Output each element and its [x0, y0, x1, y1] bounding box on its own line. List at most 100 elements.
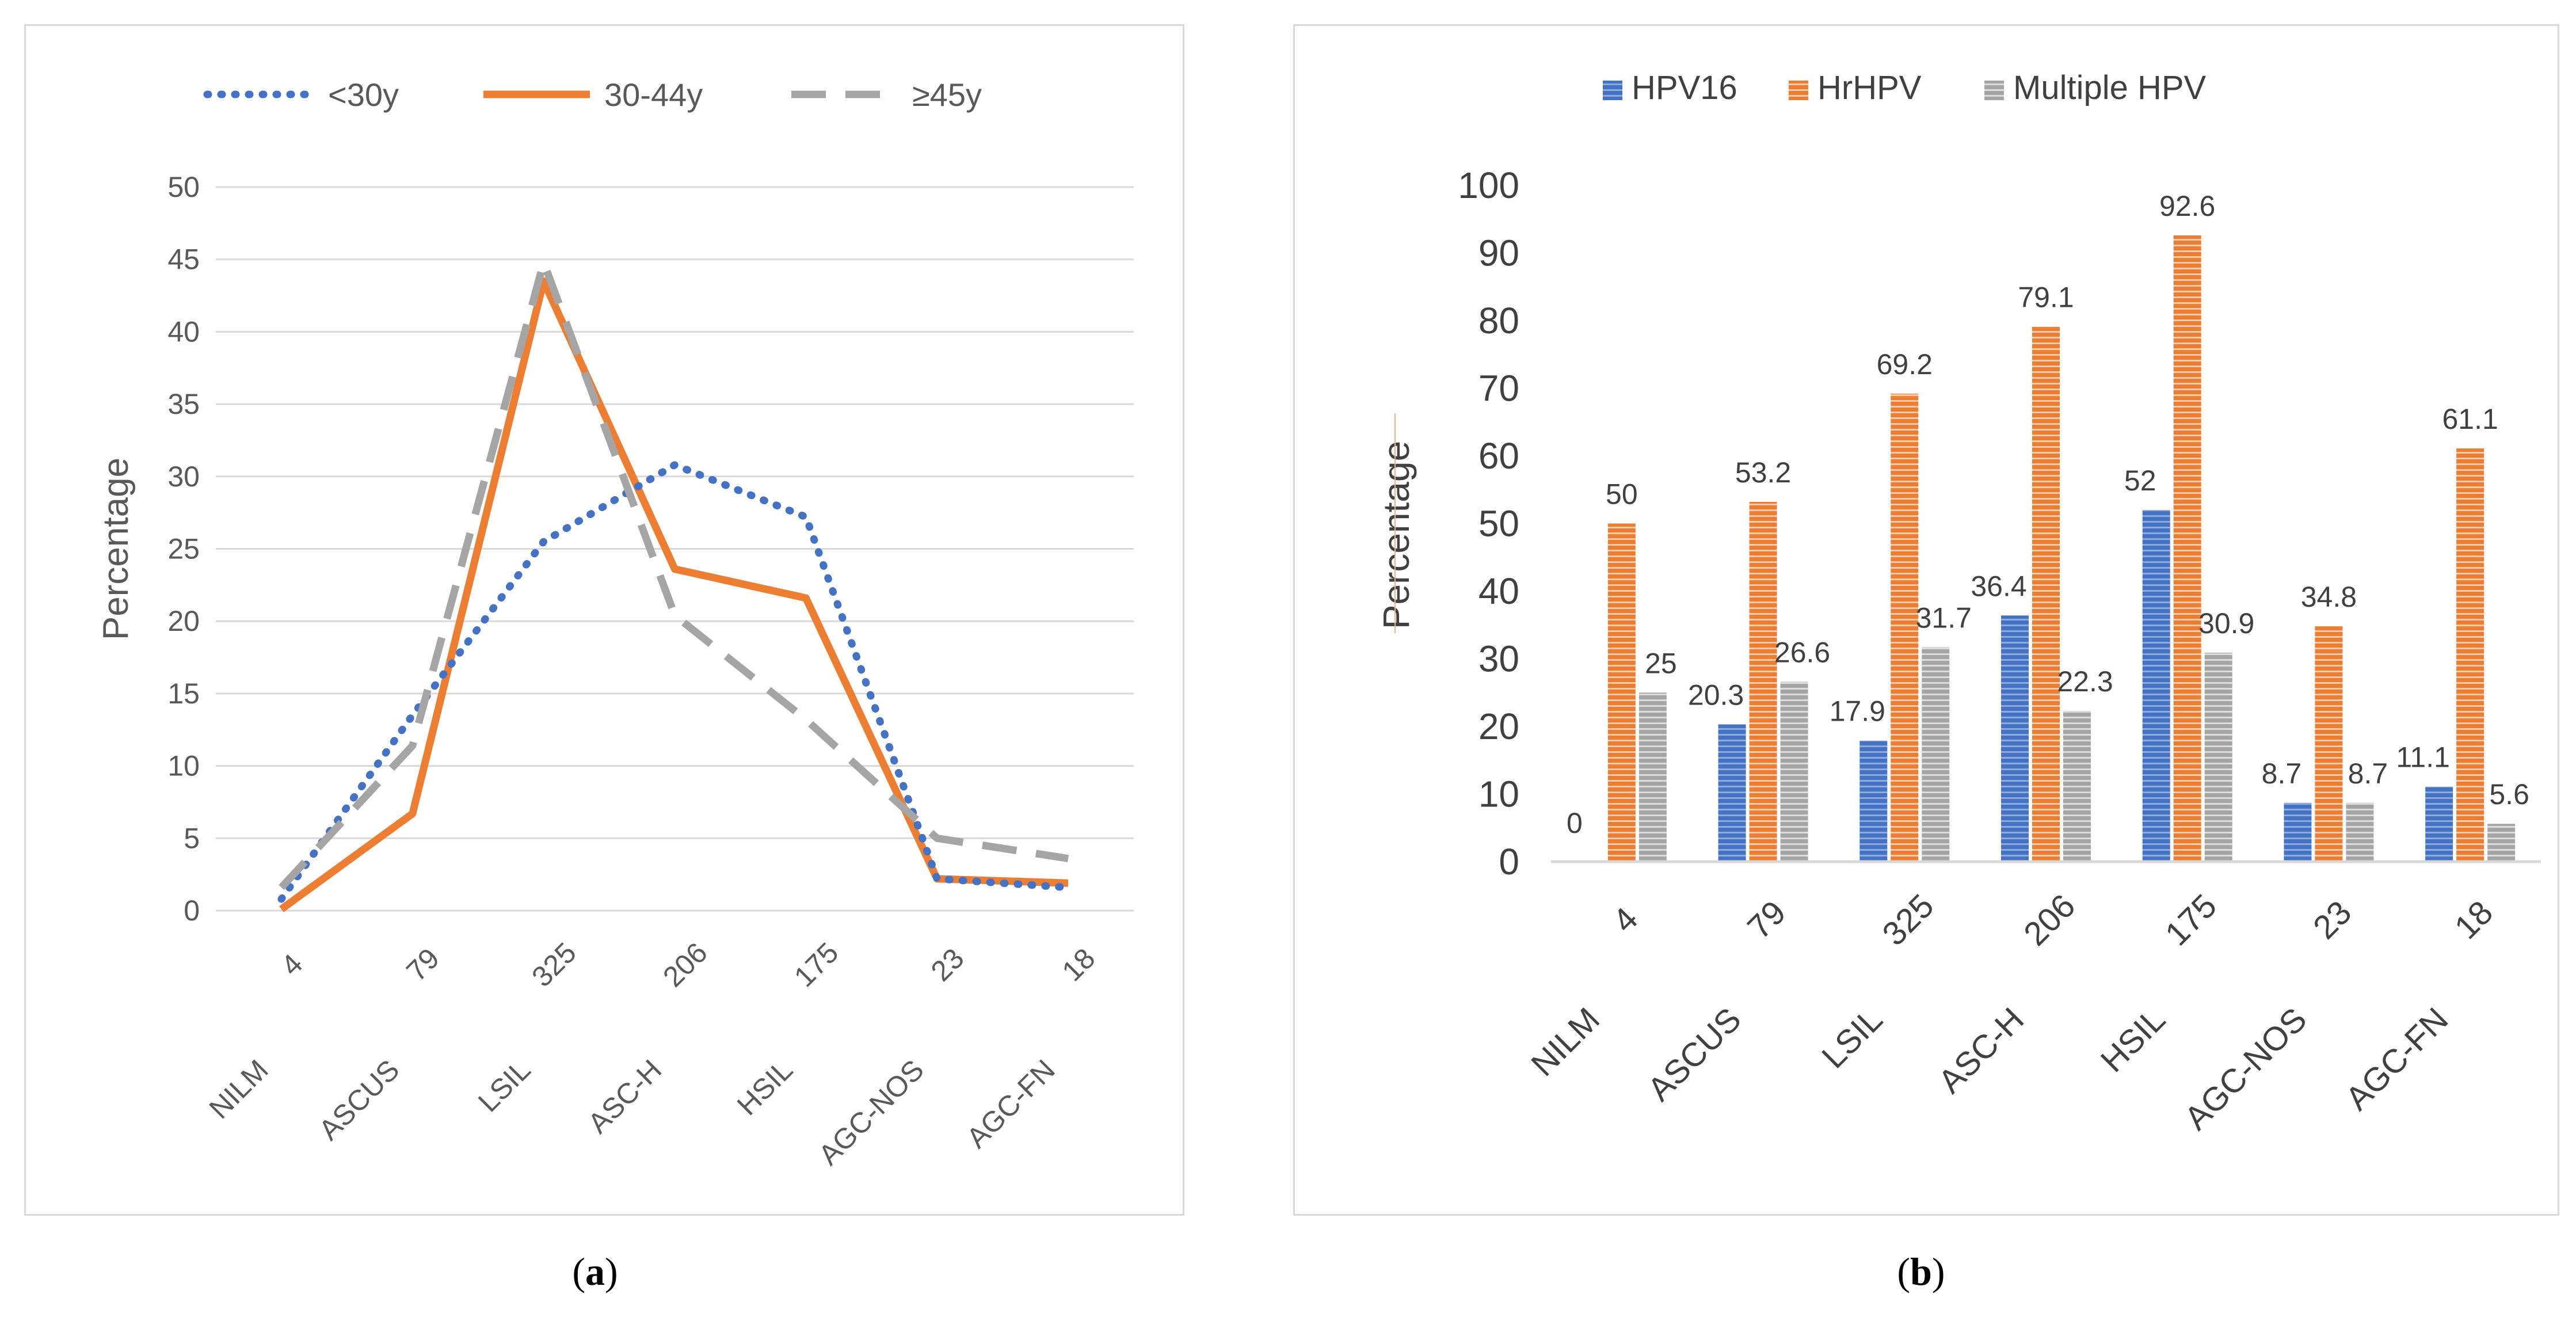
panel-a	[24, 24, 1184, 1216]
y-tick-a-40: 40	[167, 315, 200, 348]
data-label-b-multiple-hpv-nilm: 25	[1645, 647, 1677, 679]
caption-b-label: b	[1910, 1250, 1932, 1293]
category-label-b-ascus: ASCUS	[1641, 1000, 1748, 1108]
category-label-b-lsil: LSIL	[1815, 1000, 1889, 1075]
y-tick-b-80: 80	[1478, 300, 1519, 341]
data-point-a-30y-agc-nos	[936, 878, 938, 880]
data-label-b-hrhpv-asc-h: 79.1	[2018, 281, 2074, 314]
bar-b-hpv16-lsil	[1859, 740, 1888, 862]
caption-a-label: a	[585, 1250, 605, 1293]
legend-label-b-hpv16: HPV16	[1632, 69, 1737, 106]
data-label-b-multiple-hpv-agc-fn: 5.6	[2489, 778, 2529, 810]
bar-b-multiple-hpv-ascus	[1780, 682, 1808, 862]
category-label-a-asc-h: ASC-H	[582, 1053, 668, 1140]
count-label-b-nilm: 4	[1606, 900, 1645, 940]
count-label-b-hsil: 175	[2158, 887, 2224, 953]
bar-b-hrhpv-ascus	[1749, 501, 1777, 862]
legend-label-b-hrhpv: HrHPV	[1817, 69, 1922, 106]
data-point-a-45y-lsil	[543, 262, 544, 263]
data-point-a-30-44y-agc-fn	[1068, 882, 1069, 884]
series-line-a-45y	[279, 258, 1069, 890]
count-label-a-hsil: 175	[788, 937, 845, 994]
bar-b-multiple-hpv-agc-fn	[2487, 824, 2516, 862]
data-point-a-30y-ascus	[412, 715, 413, 716]
y-tick-b-70: 70	[1478, 368, 1519, 409]
data-label-b-hpv16-hsil: 52	[2124, 465, 2156, 497]
data-label-b-multiple-hpv-hsil: 30.9	[2198, 607, 2254, 640]
data-point-a-30-44y-lsil	[543, 280, 544, 281]
y-tick-b-50: 50	[1478, 503, 1519, 545]
y-axis-label-a: Percentage	[96, 458, 136, 640]
bar-b-multiple-hpv-lsil	[1922, 647, 1950, 862]
y-tick-a-35: 35	[167, 388, 200, 420]
series-line-a-30y	[277, 461, 1072, 903]
data-point-a-30y-hsil	[805, 516, 806, 517]
y-tick-a-10: 10	[167, 750, 200, 782]
bar-b-multiple-hpv-hsil	[2204, 652, 2232, 862]
bar-b-hrhpv-lsil	[1891, 393, 1919, 862]
data-label-b-hpv16-lsil: 17.9	[1830, 695, 1885, 728]
data-label-b-hpv16-ascus: 20.3	[1688, 679, 1744, 711]
data-label-b-hpv16-nilm: 0	[1567, 807, 1583, 839]
bar-b-hpv16-ascus	[1718, 724, 1746, 862]
bar-b-hrhpv-asc-h	[2032, 326, 2060, 862]
category-label-b-asc-h: ASC-H	[1931, 1000, 2032, 1101]
data-label-b-hrhpv-lsil: 69.2	[1877, 348, 1933, 380]
y-tick-b-20: 20	[1478, 706, 1519, 747]
data-label-b-multiple-hpv-asc-h: 22.3	[2057, 665, 2113, 698]
y-tick-b-30: 30	[1478, 638, 1519, 680]
legend-label-b-multiple-hpv: Multiple HPV	[2013, 69, 2207, 106]
y-tick-a-45: 45	[167, 243, 200, 276]
count-label-a-ascus: 79	[400, 942, 445, 988]
count-label-a-agc-nos: 23	[925, 942, 970, 988]
category-label-a-hsil: HSIL	[731, 1053, 799, 1121]
count-label-b-lsil: 325	[1875, 887, 1941, 953]
y-tick-b-100: 100	[1458, 165, 1519, 206]
y-tick-a-15: 15	[167, 677, 200, 710]
legend-label-a-45y: ≥45y	[912, 77, 982, 113]
data-point-a-30y-asc-h	[675, 465, 676, 466]
y-tick-a-50: 50	[167, 171, 200, 203]
count-label-a-nilm: 4	[275, 947, 308, 981]
bar-b-multiple-hpv-asc-h	[2063, 710, 2091, 862]
caption-b: (b)	[1897, 1250, 1945, 1293]
data-point-a-30y-nilm	[281, 899, 282, 900]
category-label-a-lsil: LSIL	[472, 1053, 536, 1118]
count-label-b-agc-nos: 23	[2306, 893, 2359, 946]
count-label-a-lsil: 325	[525, 937, 582, 994]
bar-b-hpv16-hsil	[2142, 510, 2170, 862]
legend-swatch-b-hrhpv	[1789, 81, 1808, 100]
count-label-a-asc-h: 206	[657, 937, 714, 994]
data-label-b-multiple-hpv-ascus: 26.6	[1774, 636, 1830, 668]
data-label-b-hrhpv-ascus: 53.2	[1735, 456, 1791, 489]
data-point-a-30y-lsil	[543, 541, 544, 542]
data-point-a-45y-agc-nos	[936, 838, 938, 839]
data-point-a-30-44y-asc-h	[675, 569, 676, 570]
caption-a: (a)	[572, 1250, 618, 1293]
y-tick-a-0: 0	[184, 895, 200, 927]
category-label-a-nilm: NILM	[203, 1053, 275, 1125]
count-label-b-agc-fn: 18	[2448, 893, 2501, 946]
legend-swatch-b-multiple-hpv	[1984, 81, 2004, 100]
data-label-b-hpv16-agc-nos: 8.7	[2262, 758, 2302, 790]
bar-b-hrhpv-agc-nos	[2315, 626, 2343, 862]
data-point-a-45y-agc-fn	[1068, 858, 1069, 859]
data-label-b-hpv16-asc-h: 36.4	[1971, 570, 2026, 602]
bar-chart-b: 0 10 20 30 40 50 60 70 80 90 100 Percentage 0 50 25 4 NI…	[1375, 69, 2541, 1137]
bar-b-multiple-hpv-agc-nos	[2346, 802, 2374, 862]
count-label-b-ascus: 79	[1740, 893, 1793, 946]
data-point-a-30y-agc-fn	[1068, 887, 1069, 888]
category-label-a-ascus: ASCUS	[313, 1053, 405, 1146]
line-chart-a: 0 5 10 15 20 25 30 35 40 45 50 Percentage 4 NILM 79 ASC…	[96, 77, 1134, 1171]
series-line-a-30-44y	[279, 277, 1069, 912]
data-point-a-30-44y-hsil	[805, 597, 806, 599]
bar-b-hrhpv-nilm	[1607, 523, 1636, 862]
category-label-b-hsil: HSIL	[2094, 1000, 2173, 1079]
y-tick-b-40: 40	[1478, 570, 1519, 612]
data-point-a-30-44y-ascus	[412, 813, 413, 814]
count-label-b-asc-h: 206	[2017, 887, 2082, 953]
data-label-b-hpv16-agc-fn: 11.1	[2396, 741, 2450, 774]
data-point-a-45y-nilm	[281, 887, 282, 888]
bar-b-hpv16-agc-fn	[2425, 786, 2453, 862]
